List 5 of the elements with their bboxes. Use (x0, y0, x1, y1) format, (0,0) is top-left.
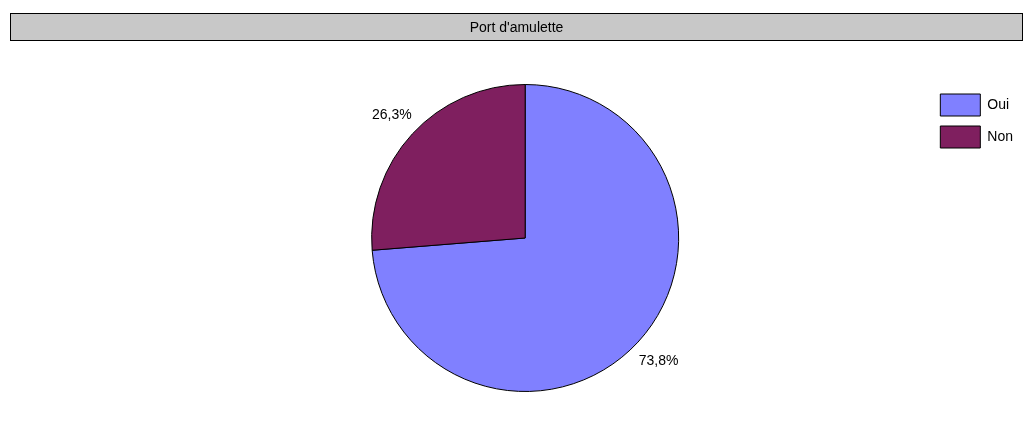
legend-label: Non (987, 127, 1013, 144)
chart-title: Port d'amulette (10, 13, 1023, 41)
data-label: 73,8% (638, 351, 679, 368)
legend-label: Oui (987, 95, 1010, 112)
data-label: 26,3% (371, 105, 412, 122)
